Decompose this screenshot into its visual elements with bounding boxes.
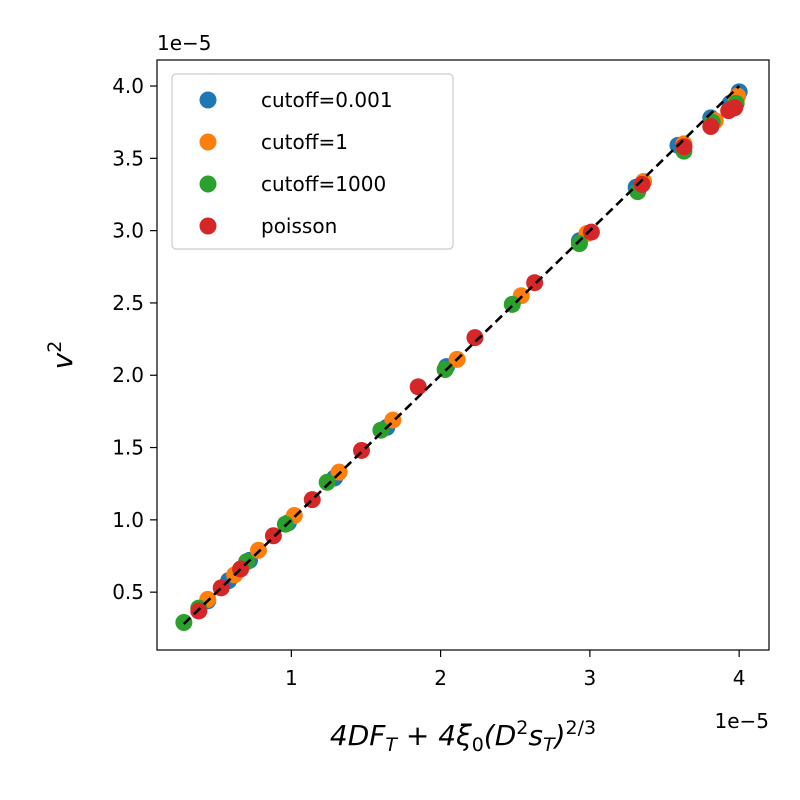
legend-marker [199, 175, 217, 193]
data-point [582, 223, 600, 241]
legend-label: cutoff=1 [261, 130, 348, 154]
data-layer [175, 83, 748, 632]
y-tick-label: 4.0 [112, 74, 144, 98]
legend: cutoff=0.001 cutoff=1 cutoff=1000 poisson [171, 73, 454, 250]
y-tick-label: 0.5 [112, 580, 144, 604]
legend-marker [199, 133, 217, 151]
data-point [633, 175, 651, 193]
legend-label: cutoff=1000 [261, 172, 386, 196]
data-point [466, 329, 484, 347]
data-point [409, 378, 427, 396]
data-point [372, 421, 390, 439]
legend-marker [199, 91, 217, 109]
y-tick-label: 2.5 [112, 291, 144, 315]
y-tick-label: 1.5 [112, 436, 144, 460]
x-offset-label: 1e−5 [714, 709, 769, 733]
x-tick-label: 4 [733, 666, 746, 690]
x-axis-label: 4DFT + 4ξ0(D2sT)2/3 [330, 717, 596, 756]
legend-box [171, 73, 454, 250]
x-tick-label: 1 [285, 666, 298, 690]
data-point [726, 99, 744, 117]
legend-marker [199, 217, 217, 235]
x-tick-label: 3 [584, 666, 597, 690]
y-tick-label: 2.0 [112, 363, 144, 387]
data-point [570, 235, 588, 253]
data-point [318, 473, 336, 491]
x-axis-ticks: 1 2 3 4 [285, 650, 746, 690]
data-point [702, 118, 720, 136]
y-offset-label: 1e−5 [157, 31, 212, 55]
y-tick-label: 3.5 [112, 146, 144, 170]
legend-label: cutoff=0.001 [261, 88, 393, 112]
y-tick-label: 3.0 [112, 219, 144, 243]
axes-frame [156, 59, 770, 651]
y-tick-label: 1.0 [112, 508, 144, 532]
reference-line [182, 85, 741, 625]
legend-label: poisson [261, 214, 337, 238]
y-axis-ticks: 0.5 1.0 1.5 2.0 2.5 3.0 3.5 4.0 [112, 74, 157, 604]
x-tick-label: 2 [434, 666, 447, 690]
